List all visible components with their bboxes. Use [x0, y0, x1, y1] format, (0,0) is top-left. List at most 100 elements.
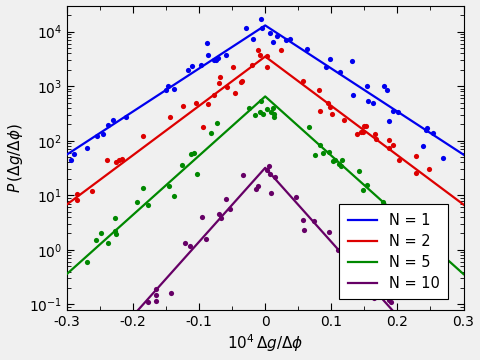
Point — [271, 114, 278, 120]
Point — [115, 157, 123, 163]
Point — [339, 157, 347, 163]
Point — [311, 219, 318, 224]
Line: N = 1: N = 1 — [67, 26, 464, 155]
Point — [312, 152, 319, 157]
Point — [202, 237, 210, 242]
Point — [269, 39, 276, 45]
Point — [217, 215, 225, 221]
Point — [204, 52, 212, 58]
N = 5 — [453, 265, 459, 269]
Point — [223, 84, 230, 90]
Point — [73, 191, 81, 197]
Point — [408, 233, 415, 239]
Point — [248, 62, 256, 68]
Point — [257, 98, 264, 103]
N = 2 — [233, 76, 239, 80]
Point — [99, 131, 107, 137]
Point — [385, 145, 393, 151]
Point — [266, 30, 274, 36]
Point — [263, 107, 270, 112]
Point — [186, 243, 193, 249]
Point — [193, 171, 201, 177]
Point — [385, 297, 393, 303]
N = 10 — [200, 235, 206, 239]
N = 10 — [311, 220, 316, 224]
Point — [166, 114, 173, 120]
Point — [263, 53, 271, 59]
N = 1 — [132, 108, 138, 112]
N = 1 — [410, 120, 416, 124]
Point — [282, 37, 289, 43]
Point — [353, 131, 360, 136]
Point — [109, 117, 117, 123]
Point — [394, 109, 402, 115]
N = 5 — [263, 94, 268, 99]
Point — [111, 228, 119, 234]
Point — [272, 174, 279, 180]
Point — [372, 131, 379, 137]
Point — [335, 162, 343, 167]
Point — [222, 195, 230, 201]
N = 2 — [453, 197, 459, 201]
Point — [229, 64, 237, 70]
Point — [359, 129, 367, 135]
Point — [355, 168, 363, 174]
N = 10 — [172, 267, 178, 271]
Point — [92, 237, 100, 243]
Point — [398, 217, 406, 223]
Point — [257, 17, 265, 22]
Point — [103, 158, 111, 163]
Point — [384, 118, 392, 124]
Point — [112, 231, 120, 237]
Point — [379, 199, 386, 205]
Point — [187, 151, 194, 157]
Point — [425, 234, 432, 240]
Point — [89, 188, 96, 194]
N = 10 — [263, 166, 268, 170]
Point — [181, 240, 189, 246]
Point — [84, 260, 91, 265]
N = 1 — [461, 153, 467, 157]
N = 2 — [263, 54, 268, 59]
Point — [245, 105, 253, 111]
Point — [190, 150, 197, 156]
Point — [121, 315, 129, 320]
Point — [192, 100, 200, 106]
Point — [252, 186, 260, 192]
Point — [299, 217, 307, 223]
N = 10 — [121, 324, 127, 328]
N = 5 — [410, 227, 416, 231]
Point — [203, 40, 211, 46]
Point — [188, 63, 195, 69]
Point — [204, 102, 212, 107]
Point — [426, 166, 433, 172]
Point — [360, 123, 368, 129]
Point — [292, 194, 300, 200]
Point — [337, 163, 345, 169]
Line: N = 5: N = 5 — [67, 96, 464, 274]
N = 10 — [404, 324, 409, 328]
Point — [184, 67, 192, 73]
Point — [251, 112, 259, 118]
Point — [94, 134, 101, 139]
Point — [383, 87, 391, 93]
Line: N = 10: N = 10 — [124, 168, 407, 326]
Point — [254, 183, 262, 189]
Point — [349, 93, 357, 98]
Point — [212, 58, 220, 63]
Point — [322, 64, 330, 70]
Point — [325, 229, 333, 235]
Point — [341, 246, 349, 252]
Point — [348, 58, 356, 64]
Point — [153, 292, 160, 298]
Point — [104, 240, 111, 246]
Point — [167, 291, 175, 296]
Point — [412, 153, 420, 159]
Point — [389, 108, 397, 113]
Point — [362, 279, 370, 284]
X-axis label: $10^4 \, \Delta g/\Delta\phi$: $10^4 \, \Delta g/\Delta\phi$ — [227, 333, 303, 355]
Point — [207, 130, 215, 136]
N = 10 — [290, 197, 296, 202]
Point — [166, 183, 173, 189]
Point — [237, 79, 245, 85]
